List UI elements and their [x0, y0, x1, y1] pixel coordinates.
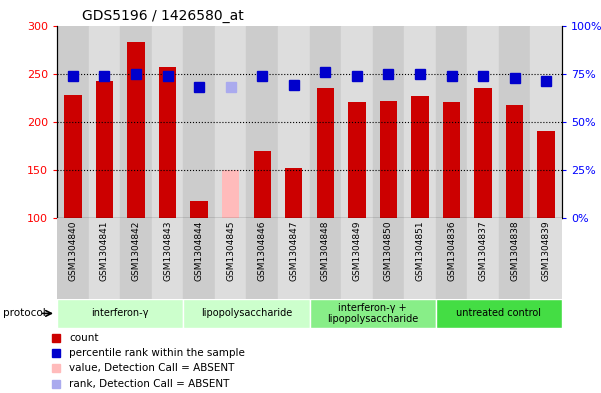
Bar	[57, 299, 183, 328]
Text: GSM1304851: GSM1304851	[415, 220, 424, 281]
Bar	[127, 42, 145, 218]
Text: untreated control: untreated control	[456, 309, 542, 318]
Text: GSM1304843: GSM1304843	[163, 220, 172, 281]
Bar	[215, 218, 246, 299]
Text: protocol: protocol	[3, 309, 46, 318]
Bar	[246, 218, 278, 299]
Text: GSM1304837: GSM1304837	[478, 220, 487, 281]
Text: GSM1304849: GSM1304849	[352, 220, 361, 281]
Text: GSM1304848: GSM1304848	[321, 220, 330, 281]
Bar	[373, 218, 404, 299]
Bar	[159, 67, 176, 218]
Text: percentile rank within the sample: percentile rank within the sample	[69, 348, 245, 358]
Text: GSM1304846: GSM1304846	[258, 220, 267, 281]
Bar	[436, 218, 468, 299]
Text: GSM1304844: GSM1304844	[195, 220, 204, 281]
Bar	[436, 26, 468, 218]
Bar	[151, 26, 183, 218]
Bar	[57, 218, 89, 299]
Text: GSM1304845: GSM1304845	[226, 220, 235, 281]
Bar	[57, 26, 89, 218]
Bar	[468, 218, 499, 299]
Bar	[183, 26, 215, 218]
Bar	[404, 26, 436, 218]
Text: GSM1304839: GSM1304839	[542, 220, 551, 281]
Bar	[89, 26, 120, 218]
Bar	[531, 26, 562, 218]
Bar	[348, 102, 365, 218]
Bar	[404, 218, 436, 299]
Bar	[222, 170, 239, 218]
Bar	[506, 105, 523, 218]
Bar	[96, 81, 113, 218]
Bar	[215, 26, 246, 218]
Bar	[474, 88, 492, 218]
Bar	[380, 101, 397, 218]
Text: value, Detection Call = ABSENT: value, Detection Call = ABSENT	[69, 364, 234, 373]
Bar	[278, 218, 310, 299]
Bar	[285, 168, 302, 218]
Text: GSM1304850: GSM1304850	[384, 220, 393, 281]
Bar	[317, 88, 334, 218]
Bar	[531, 218, 562, 299]
Bar	[89, 218, 120, 299]
Bar	[64, 95, 82, 218]
Text: GSM1304847: GSM1304847	[289, 220, 298, 281]
Text: GSM1304836: GSM1304836	[447, 220, 456, 281]
Text: GSM1304840: GSM1304840	[69, 220, 78, 281]
Bar	[120, 26, 151, 218]
Bar	[310, 26, 341, 218]
Bar	[341, 218, 373, 299]
Bar	[254, 151, 271, 218]
Bar	[499, 26, 531, 218]
Bar	[341, 26, 373, 218]
Text: lipopolysaccharide: lipopolysaccharide	[201, 309, 292, 318]
Bar	[468, 26, 499, 218]
Bar	[151, 218, 183, 299]
Bar	[310, 218, 341, 299]
Bar	[373, 26, 404, 218]
Bar	[443, 102, 460, 218]
Bar	[499, 218, 531, 299]
Text: interferon-γ +
lipopolysaccharide: interferon-γ + lipopolysaccharide	[327, 303, 418, 324]
Bar	[191, 201, 208, 218]
Bar	[278, 26, 310, 218]
Text: GDS5196 / 1426580_at: GDS5196 / 1426580_at	[82, 9, 244, 23]
Bar	[411, 96, 429, 218]
Text: count: count	[69, 333, 99, 343]
Text: interferon-γ: interferon-γ	[91, 309, 149, 318]
Text: rank, Detection Call = ABSENT: rank, Detection Call = ABSENT	[69, 379, 230, 389]
Bar	[120, 218, 151, 299]
Bar	[183, 299, 310, 328]
Text: GSM1304838: GSM1304838	[510, 220, 519, 281]
Bar	[537, 131, 555, 218]
Bar	[246, 26, 278, 218]
Bar	[436, 299, 562, 328]
Text: GSM1304842: GSM1304842	[132, 220, 141, 281]
Bar	[183, 218, 215, 299]
Bar	[310, 299, 436, 328]
Text: GSM1304841: GSM1304841	[100, 220, 109, 281]
